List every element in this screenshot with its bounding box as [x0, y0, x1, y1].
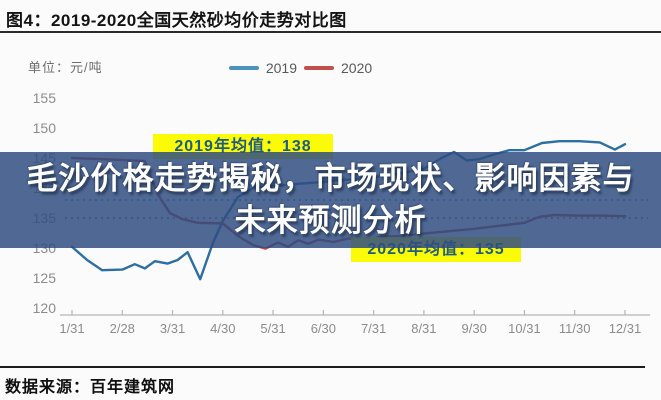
- svg-text:3/31: 3/31: [160, 321, 185, 336]
- headline-line-2: 未来预测分析: [234, 203, 427, 238]
- svg-text:150: 150: [33, 120, 57, 136]
- legend-label-2019: 2019: [265, 60, 297, 76]
- svg-text:12/31: 12/31: [609, 321, 642, 336]
- svg-text:4/30: 4/30: [210, 321, 235, 336]
- chart-legend: 2019 2020: [0, 60, 601, 76]
- title-divider: [0, 31, 661, 33]
- footer-divider: [0, 366, 645, 368]
- svg-text:7/31: 7/31: [361, 321, 386, 336]
- chart-title: 图4：2019-2020全国天然砂均价走势对比图: [6, 11, 347, 30]
- legend-label-2020: 2020: [341, 60, 373, 76]
- unit-label: 单位：元/吨: [28, 60, 103, 75]
- svg-text:2/28: 2/28: [110, 321, 135, 336]
- svg-text:10/31: 10/31: [508, 321, 541, 336]
- svg-text:155: 155: [33, 90, 57, 106]
- legend-swatch-2019: [228, 66, 259, 70]
- svg-text:11/30: 11/30: [559, 321, 591, 336]
- svg-text:9/30: 9/30: [462, 321, 487, 336]
- svg-text:125: 125: [33, 270, 57, 286]
- svg-text:5/31: 5/31: [260, 321, 285, 336]
- legend-swatch-2020: [304, 66, 334, 70]
- svg-text:8/31: 8/31: [411, 321, 436, 336]
- svg-text:6/30: 6/30: [311, 321, 336, 336]
- svg-text:1/31: 1/31: [59, 321, 84, 336]
- data-source: 数据来源：百年建筑网: [5, 379, 176, 396]
- svg-text:120: 120: [33, 300, 57, 316]
- headline-text: 毛沙价格走势揭秘，市场现状、影响因素与 未来预测分析: [0, 158, 661, 242]
- headline-banner-overlay: 毛沙价格走势揭秘，市场现状、影响因素与 未来预测分析: [0, 152, 661, 248]
- headline-line-1: 毛沙价格走势揭秘，市场现状、影响因素与: [26, 161, 635, 196]
